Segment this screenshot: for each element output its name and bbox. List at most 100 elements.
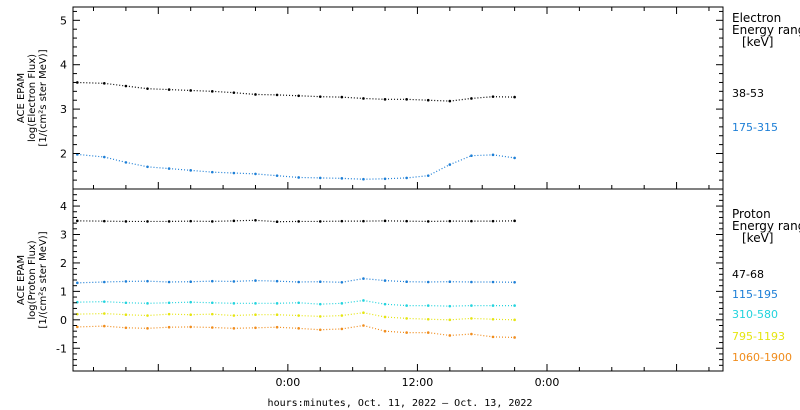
proton-series-path [77,325,105,328]
proton-series-path [190,301,213,304]
proton-series-1060-1900 [76,324,516,339]
proton-series-path [77,301,105,303]
proton-series-path [147,302,170,304]
electron-series-path [233,92,256,96]
proton-series-path [212,313,234,317]
proton-series-path [406,317,429,320]
proton-legend-item: 115-195 [732,288,778,301]
proton-series-path [77,312,105,315]
electron-series-path [104,156,127,163]
proton-series-path [147,280,170,283]
proton-point [426,280,430,284]
electron-series-path [341,96,364,100]
electron-y-tick-label: 5 [60,14,67,27]
proton-point [124,301,128,305]
proton-series-path [255,326,278,329]
electron-series-path [125,85,148,90]
proton-y-tick-label: 2 [60,257,67,270]
proton-series-path [428,304,450,307]
electron-series-path [147,166,170,170]
proton-series-47-68 [76,218,516,224]
proton-series-path [233,314,256,317]
proton-series-path [233,327,256,329]
proton-series-path [385,279,407,283]
proton-series-path [320,314,342,317]
electron-series-path [298,95,321,98]
electron-series-path [212,171,234,174]
electron-series-path [449,155,472,166]
proton-point [124,313,128,316]
proton-point [513,219,516,223]
electron-y-tick-label: 4 [60,59,67,72]
electron-series-path [363,97,386,100]
electron-series-path [169,167,191,171]
electron-point [254,93,257,96]
proton-series-path [104,312,126,316]
electron-series-path [427,164,451,177]
electron-series-path [449,97,472,102]
proton-ylabel: [1/(cm²s ster MeV)] [38,231,49,328]
proton-series-path [428,332,450,337]
proton-point [254,326,257,330]
electron-series-path [492,154,515,159]
proton-series-path [298,314,321,317]
proton-series-310-580 [76,299,516,308]
proton-legend-item: 795-1193 [732,330,785,343]
electron-ylabel: [1/(cm²s ster MeV)] [38,49,49,146]
electron-series-175-315 [76,153,516,181]
proton-ylabel: log(Proton Flux) [27,240,38,319]
electron-series-path [406,175,429,179]
proton-point [103,312,106,315]
proton-legend-title: [keV] [742,231,773,245]
proton-series-path [385,303,407,307]
proton-point [167,280,171,284]
proton-series-path [363,312,386,318]
electron-legend-title: Electron [732,11,781,25]
proton-series-path [341,312,364,317]
proton-series-path [212,302,234,304]
proton-series-path [385,316,407,319]
proton-point [275,302,279,305]
electron-series-path [428,99,450,102]
electron-point [76,81,79,84]
proton-series-path [212,220,234,223]
proton-series-path [428,318,450,321]
proton-series-path [233,279,256,283]
x-axis-title: hours:minutes, Oct. 11, 2022 – Oct. 13, … [268,398,533,409]
electron-y-tick-label: 3 [60,103,67,116]
proton-point [513,280,516,284]
proton-series-path [147,313,170,317]
proton-frame [72,188,724,372]
electron-series-path [212,90,234,94]
electron-series-path [233,172,256,175]
proton-series-path [147,326,170,329]
electron-series-path [277,94,299,97]
electron-ylabel: log(Electron Flux) [27,54,38,142]
electron-series-path [406,98,429,101]
proton-series-path [449,333,472,337]
proton-legend-item: 310-580 [732,308,778,321]
proton-series-path [341,299,364,304]
proton-series-path [471,333,494,338]
proton-y-tick-label: 3 [60,229,67,242]
proton-point [513,318,516,322]
electron-series-38-53 [76,81,516,103]
electron-series-path [169,88,191,92]
electron-point [146,87,149,90]
electron-series-path [77,153,105,158]
electron-frame [72,6,724,190]
proton-legend-title: Proton [732,207,771,221]
electron-series-path [77,81,105,84]
proton-series-path [104,325,126,329]
proton-point [513,304,516,307]
proton-series-path [385,330,407,334]
proton-series-path [125,302,148,304]
electron-point [513,95,516,99]
electron-y-tick-label: 2 [60,147,67,160]
electron-series-path [255,173,278,177]
proton-series-path [169,301,191,304]
proton-point [124,280,128,283]
proton-series-path [190,280,213,283]
proton-series-path [449,304,472,307]
